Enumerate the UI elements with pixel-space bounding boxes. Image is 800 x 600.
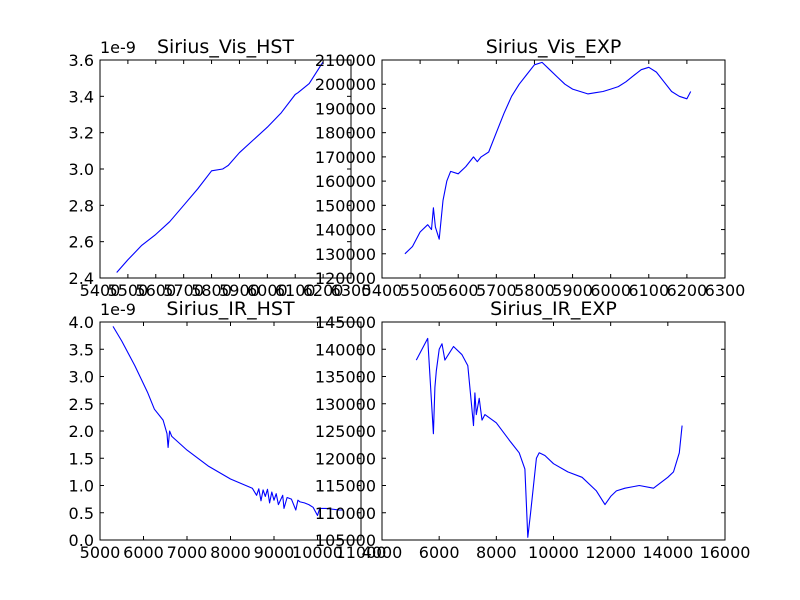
y-tick-label-vis-exp: 160000 <box>315 172 376 191</box>
subplot-vis-exp: 5400550056005700580059006000610062006300… <box>315 36 745 300</box>
x-tick-label-vis-hst: 5900 <box>219 281 260 300</box>
x-tick-label-ir-hst: 11000 <box>336 543 387 562</box>
y-tick-label-ir-hst: 1.0 <box>69 477 94 496</box>
x-tick-label-ir-hst: 5000 <box>80 543 121 562</box>
subplot-ir-exp: 4000 6000 8000 10000 12000 14000 1600010500011… <box>315 298 751 562</box>
x-tick-label-vis-hst: 5600 <box>135 281 176 300</box>
y-tick-label-vis-hst: 2.4 <box>69 269 94 288</box>
series-line-ir-exp-0 <box>415 337 683 538</box>
x-tick-label-ir-exp: 6000 <box>419 543 460 562</box>
x-tick-label-ir-exp: 16000 <box>700 543 751 562</box>
y-tick-label-ir-hst: 2.5 <box>69 395 94 414</box>
y-tick-label-vis-hst: 3.0 <box>69 160 94 179</box>
x-tick-label-vis-exp: 5600 <box>438 281 479 300</box>
y-tick-label-ir-hst: 0.5 <box>69 504 94 523</box>
x-tick-label-vis-hst: 6200 <box>303 281 344 300</box>
x-tick-label-vis-exp: 6300 <box>705 281 746 300</box>
chart-title-vis-hst: Sirius_Vis_HST <box>157 36 294 58</box>
x-tick-label-vis-hst: 5400 <box>80 281 121 300</box>
x-tick-label-ir-exp: 8000 <box>476 543 517 562</box>
x-tick-label-vis-exp: 6200 <box>667 281 708 300</box>
x-tick-label-vis-exp: 5900 <box>552 281 593 300</box>
x-tick-label-vis-hst: 5500 <box>108 281 149 300</box>
x-tick-label-vis-exp: 5800 <box>514 281 555 300</box>
x-tick-label-vis-exp: 6000 <box>590 281 631 300</box>
y-tick-label-ir-hst: 1.5 <box>69 449 94 468</box>
x-tick-label-ir-exp: 12000 <box>585 543 636 562</box>
y-tick-label-vis-hst: 3.2 <box>69 124 94 143</box>
y-tick-label-vis-hst: 3.6 <box>69 51 94 70</box>
y-tick-label-ir-hst: 3.5 <box>69 340 94 359</box>
y-offset-label-vis-hst: 1e-9 <box>100 38 136 57</box>
x-tick-label-ir-exp: 4000 <box>362 543 403 562</box>
subplot-vis-hst: 5400550056005700580059006000610062006300… <box>69 36 372 300</box>
x-tick-label-ir-hst: 6000 <box>123 543 164 562</box>
x-tick-label-ir-hst: 8000 <box>210 543 251 562</box>
y-tick-label-vis-hst: 3.4 <box>69 87 94 106</box>
axes-frame-vis-exp <box>381 59 726 279</box>
y-tick-label-ir-hst: 4.0 <box>69 313 94 332</box>
y-tick-label-ir-exp: 125000 <box>315 422 376 441</box>
axes-frame-vis-hst <box>99 59 352 279</box>
x-tick-label-ir-hst: 7000 <box>167 543 208 562</box>
chart-title-vis-exp: Sirius_Vis_EXP <box>486 36 622 58</box>
y-tick-label-ir-exp: 110000 <box>315 504 376 523</box>
y-tick-label-vis-exp: 210000 <box>315 51 376 70</box>
x-tick-label-vis-hst: 6100 <box>275 281 316 300</box>
y-tick-label-vis-exp: 180000 <box>315 124 376 143</box>
series-line-vis-exp-0 <box>404 61 692 255</box>
chart-title-ir-exp: Sirius_IR_EXP <box>490 298 617 320</box>
y-tick-label-vis-exp: 200000 <box>315 75 376 94</box>
y-tick-label-ir-exp: 120000 <box>315 449 376 468</box>
y-tick-label-vis-exp: 140000 <box>315 221 376 240</box>
series-line-ir-hst-0 <box>112 326 344 517</box>
x-tick-label-vis-exp: 5700 <box>476 281 517 300</box>
x-tick-label-vis-hst: 5700 <box>163 281 204 300</box>
y-tick-label-ir-hst: 3.0 <box>69 368 94 387</box>
x-tick-label-vis-exp: 5500 <box>400 281 441 300</box>
x-tick-label-ir-hst: 10000 <box>292 543 343 562</box>
x-tick-label-vis-exp: 6100 <box>628 281 669 300</box>
y-tick-label-vis-exp: 130000 <box>315 245 376 264</box>
y-tick-label-ir-exp: 115000 <box>315 477 376 496</box>
y-tick-label-ir-exp: 145000 <box>315 313 376 332</box>
y-tick-label-vis-hst: 2.8 <box>69 196 94 215</box>
x-tick-label-vis-hst: 5800 <box>191 281 232 300</box>
x-tick-label-ir-exp: 10000 <box>528 543 579 562</box>
y-tick-label-ir-exp: 135000 <box>315 368 376 387</box>
x-tick-label-vis-hst: 6000 <box>247 281 288 300</box>
y-tick-label-vis-exp: 190000 <box>315 99 376 118</box>
y-tick-label-vis-exp: 120000 <box>315 269 376 288</box>
y-tick-label-vis-hst: 2.6 <box>69 233 94 252</box>
x-tick-label-vis-hst: 6300 <box>331 281 372 300</box>
y-tick-label-ir-exp: 140000 <box>315 340 376 359</box>
x-tick-label-ir-hst: 9000 <box>254 543 295 562</box>
y-tick-label-vis-exp: 150000 <box>315 196 376 215</box>
x-tick-label-ir-exp: 14000 <box>642 543 693 562</box>
y-tick-label-ir-hst: 2.0 <box>69 422 94 441</box>
y-tick-label-vis-exp: 170000 <box>315 148 376 167</box>
y-offset-label-ir-hst: 1e-9 <box>100 300 136 319</box>
x-tick-label-vis-exp: 5400 <box>362 281 403 300</box>
y-tick-label-ir-exp: 105000 <box>315 531 376 550</box>
y-tick-label-ir-hst: 0.0 <box>69 531 94 550</box>
series-line-vis-hst-0 <box>116 61 324 273</box>
y-tick-label-ir-exp: 130000 <box>315 395 376 414</box>
chart-title-ir-hst: Sirius_IR_HST <box>166 298 295 320</box>
